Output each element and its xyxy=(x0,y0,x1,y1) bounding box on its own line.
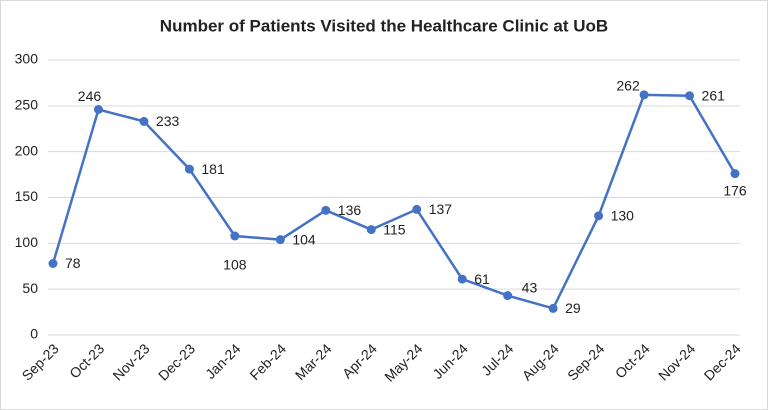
data-point xyxy=(366,225,376,235)
y-tick-label: 50 xyxy=(22,280,38,296)
data-label: 115 xyxy=(383,221,406,237)
data-point xyxy=(639,90,649,100)
data-label: 246 xyxy=(78,88,102,104)
data-label: 104 xyxy=(292,231,316,247)
data-point xyxy=(457,274,467,284)
data-point xyxy=(548,303,558,313)
data-label: 29 xyxy=(565,300,581,316)
data-label: 261 xyxy=(702,87,726,103)
data-point xyxy=(321,205,331,215)
y-tick-label: 0 xyxy=(30,326,38,342)
data-label: 137 xyxy=(429,201,453,217)
data-point xyxy=(230,231,240,241)
chart-title: Number of Patients Visited the Healthcar… xyxy=(160,16,608,35)
data-point xyxy=(275,235,285,245)
data-label: 136 xyxy=(338,202,362,218)
data-label: 61 xyxy=(474,271,490,287)
data-label: 262 xyxy=(616,78,640,94)
data-point xyxy=(730,169,740,179)
data-point xyxy=(93,105,103,114)
data-label: 176 xyxy=(723,182,747,198)
y-tick-label: 250 xyxy=(15,97,39,113)
data-point xyxy=(48,259,58,268)
data-label: 130 xyxy=(611,208,635,224)
line xyxy=(51,93,737,310)
data-label: 43 xyxy=(522,279,538,295)
data-label: 233 xyxy=(156,113,180,129)
data-point xyxy=(139,116,149,126)
y-tick-label: 100 xyxy=(15,234,39,250)
data-point xyxy=(594,211,604,221)
data-point xyxy=(184,164,194,174)
data-label: 108 xyxy=(223,257,247,273)
y-tick-label: 150 xyxy=(15,188,39,204)
data-label: 181 xyxy=(201,161,225,177)
data-point xyxy=(685,91,695,101)
data-label: 78 xyxy=(65,255,81,271)
data-point xyxy=(503,291,513,301)
data-point xyxy=(412,204,422,214)
y-tick-label: 300 xyxy=(15,51,39,67)
y-tick-label: 200 xyxy=(15,142,39,158)
